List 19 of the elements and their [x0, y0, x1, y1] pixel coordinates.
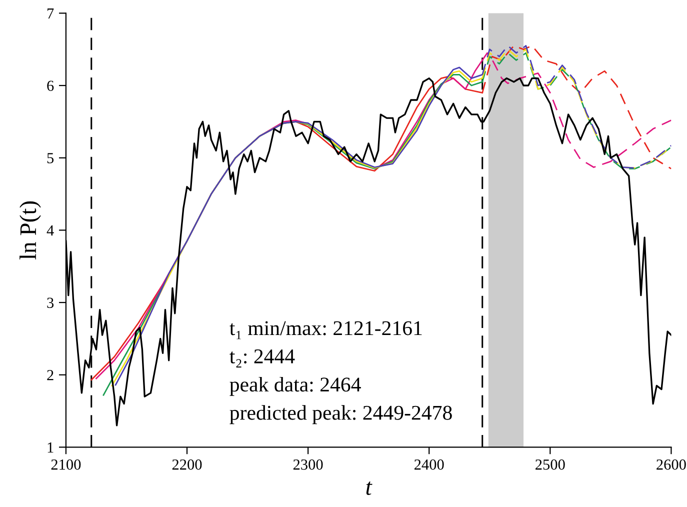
- x-tick-label: 2600: [656, 459, 686, 470]
- y-tick-label: 6: [47, 80, 54, 91]
- x-tick-label: 2400: [414, 459, 444, 470]
- x-tick-label: 2200: [172, 459, 202, 470]
- y-tick-label: 4: [46, 225, 54, 236]
- y-tick-label: 7: [48, 8, 54, 18]
- x-axis-title: t: [366, 481, 372, 496]
- x-tick-label: 2500: [536, 459, 565, 470]
- annotation: t₂: 2444: [230, 349, 295, 368]
- x-tick-label: 2100: [51, 459, 81, 470]
- annotation: peak data: 2464: [230, 376, 361, 396]
- y-tick-label: 5: [47, 153, 54, 164]
- annotation: predicted peak: 2449-2478: [230, 405, 452, 424]
- y-tick-label: 2: [47, 370, 54, 380]
- y-tick-label: 3: [47, 298, 54, 308]
- y-axis-title: ln P(t): [20, 201, 41, 260]
- annotation: t₁ min/max: 2121-2161: [230, 321, 422, 340]
- y-tick-label: 1: [48, 442, 54, 452]
- x-tick-label: 2300: [293, 459, 323, 470]
